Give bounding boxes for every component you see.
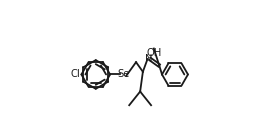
Text: N: N (145, 54, 152, 64)
Text: Se: Se (117, 69, 129, 79)
Text: OH: OH (146, 48, 161, 58)
Text: Cl: Cl (70, 69, 80, 79)
